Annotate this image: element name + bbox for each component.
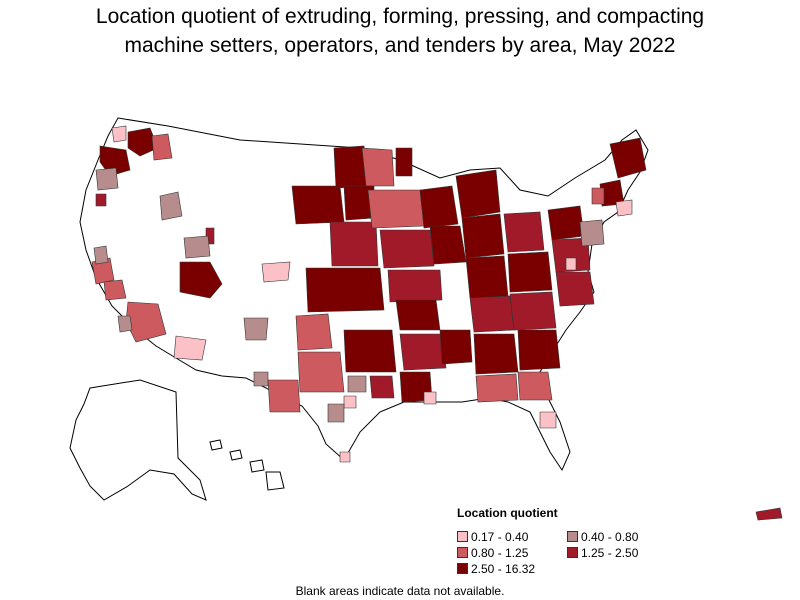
area-region — [509, 291, 557, 331]
hawaii-outline — [209, 439, 285, 491]
legend-swatch — [457, 547, 468, 558]
legend-swatch — [457, 531, 468, 542]
area-region — [173, 335, 207, 361]
area-region — [111, 125, 127, 143]
area-region — [95, 193, 107, 207]
area-region — [591, 187, 605, 205]
area-region — [579, 219, 605, 247]
area-region — [395, 299, 441, 331]
map-title-line-1: Location quotient of extruding, forming,… — [95, 5, 705, 28]
area-region — [455, 169, 501, 219]
area-region — [261, 261, 291, 283]
legend-item-1: 0.40 - 0.80 — [567, 530, 638, 544]
area-region — [267, 379, 301, 413]
area-region — [395, 147, 413, 177]
area-region — [429, 225, 467, 265]
legend-label: 0.17 - 0.40 — [471, 530, 529, 544]
area-region — [243, 317, 269, 341]
area-region — [469, 295, 515, 333]
area-region — [343, 329, 397, 373]
map-title: Location quotient of extruding, forming,… — [0, 2, 800, 60]
legend-item-3: 1.25 - 2.50 — [567, 546, 638, 560]
area-region — [339, 451, 351, 463]
legend-label: 0.80 - 1.25 — [471, 546, 529, 560]
area-region — [517, 329, 561, 371]
area-region — [103, 279, 127, 301]
blank-areas-note: Blank areas indicate data not available. — [295, 584, 505, 598]
area-region — [329, 221, 379, 267]
area-region — [367, 189, 425, 229]
legend-label: 1.25 - 2.50 — [581, 546, 639, 560]
area-region — [507, 251, 553, 293]
area-region — [755, 507, 783, 521]
area-region — [399, 333, 447, 371]
area-region — [439, 329, 473, 365]
area-region — [461, 213, 505, 259]
area-regions — [91, 125, 783, 521]
area-region — [465, 255, 509, 299]
alaska-outline — [69, 379, 207, 501]
area-region — [179, 261, 223, 299]
area-region — [127, 127, 159, 157]
area-region — [539, 411, 557, 429]
area-region — [551, 237, 591, 273]
area-region — [95, 167, 119, 191]
area-region — [151, 133, 173, 161]
area-region — [347, 375, 367, 393]
legend-swatch — [567, 547, 578, 558]
area-region — [547, 205, 585, 241]
area-region — [473, 333, 519, 375]
legend-label: 2.50 - 16.32 — [471, 562, 536, 576]
area-region — [305, 267, 385, 313]
legend: Location quotient 0.17 - 0.40 0.80 - 1.2… — [457, 506, 697, 576]
area-region — [379, 229, 435, 269]
area-region — [565, 257, 577, 271]
area-region — [609, 137, 647, 179]
area-region — [387, 269, 443, 303]
area-region — [93, 245, 109, 265]
legend-swatch — [567, 531, 578, 542]
area-region — [117, 315, 133, 333]
area-region — [343, 395, 357, 409]
area-region — [291, 185, 345, 225]
legend-item-4: 2.50 - 16.32 — [457, 562, 535, 576]
legend-item-2: 0.80 - 1.25 — [457, 546, 528, 560]
area-region — [555, 271, 595, 307]
area-region — [159, 191, 183, 221]
legend-swatch — [457, 563, 468, 574]
area-region — [361, 147, 395, 187]
area-region — [327, 403, 345, 423]
area-region — [475, 373, 519, 403]
area-region — [369, 375, 395, 399]
area-region — [99, 145, 131, 177]
legend-item-0: 0.17 - 0.40 — [457, 530, 528, 544]
area-region — [517, 371, 553, 401]
map-title-line-2: machine setters, operators, and tenders … — [124, 34, 676, 57]
area-region — [503, 211, 545, 253]
area-region — [297, 351, 345, 393]
area-region — [183, 235, 211, 259]
legend-title: Location quotient — [457, 506, 558, 520]
area-region — [295, 313, 333, 351]
area-region — [423, 391, 437, 405]
area-region — [419, 185, 459, 229]
area-region — [253, 371, 269, 387]
legend-label: 0.40 - 0.80 — [581, 530, 639, 544]
area-region — [615, 199, 633, 217]
